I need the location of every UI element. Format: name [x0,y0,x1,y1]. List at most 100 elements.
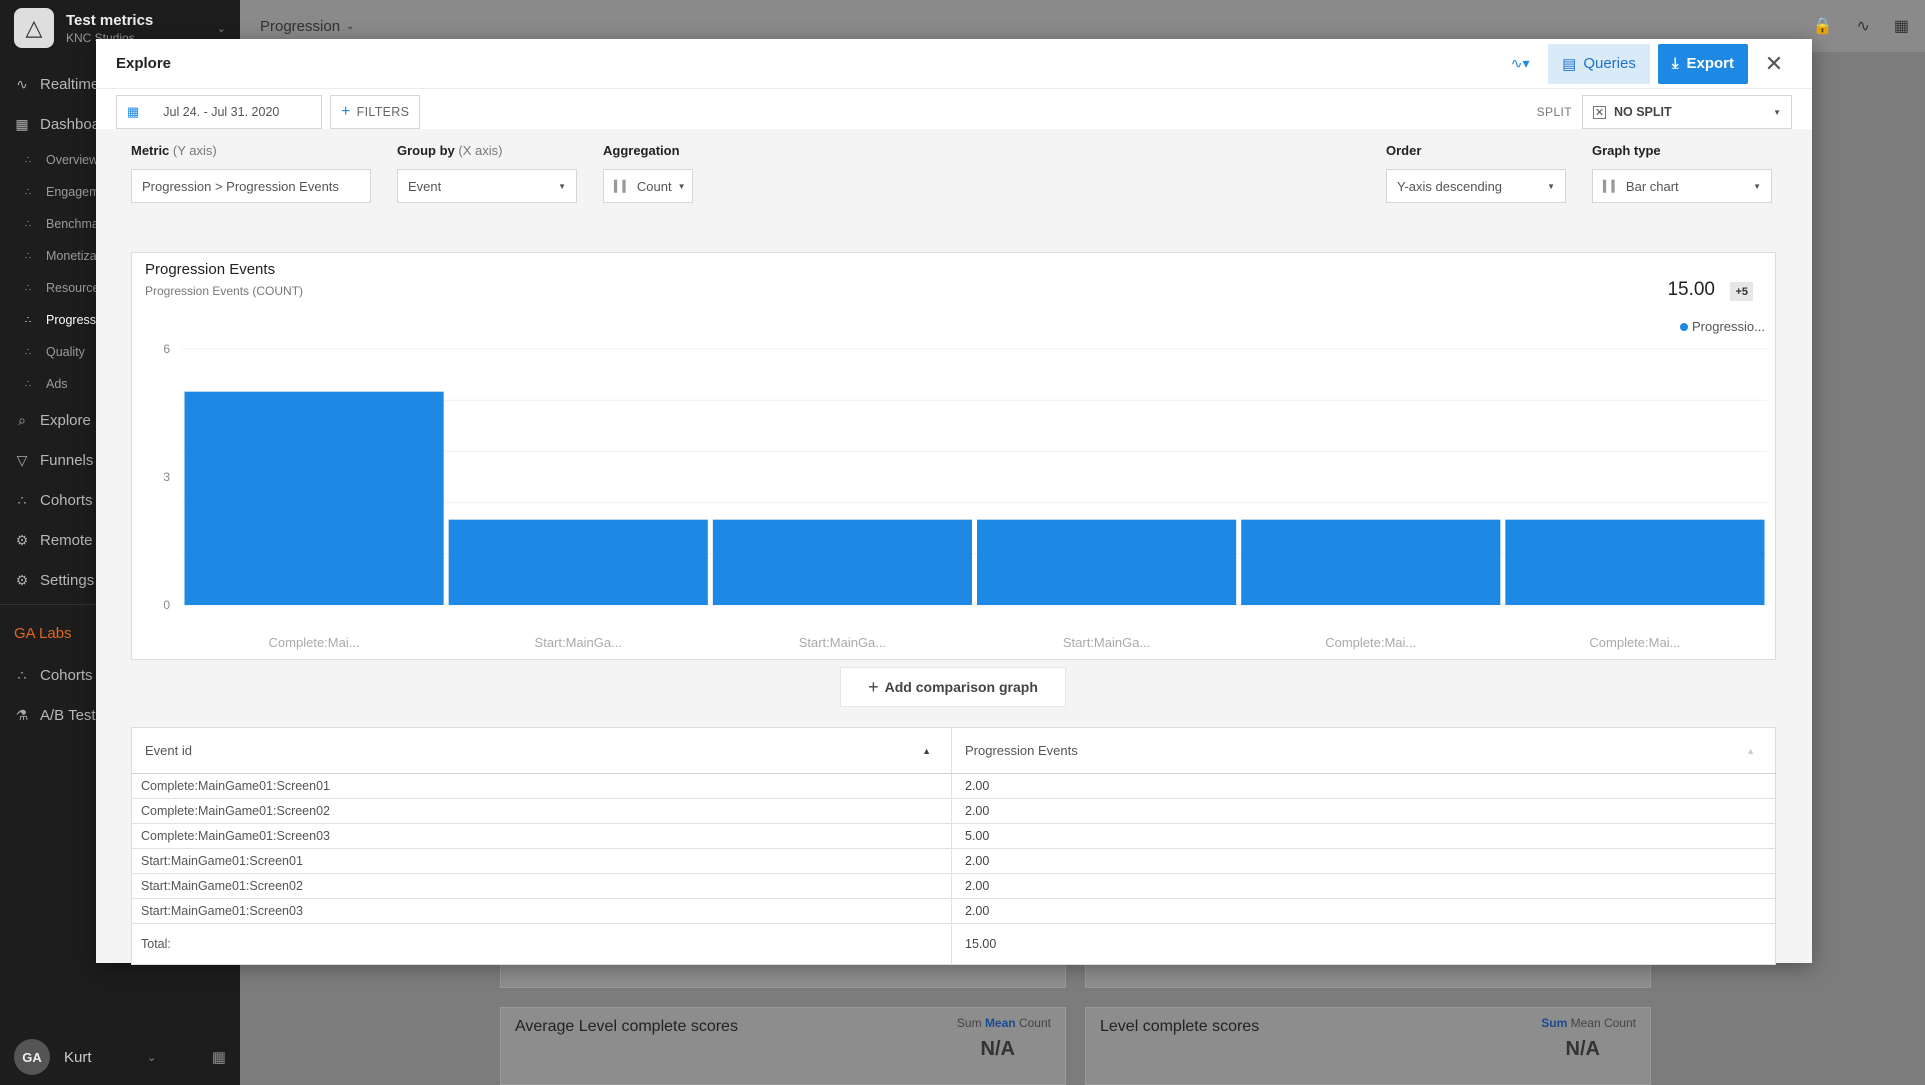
sidebar-subitem[interactable]: ∴ Overview [0,144,240,176]
value-cell: 2.00 [951,898,1776,924]
column-header-event-id[interactable]: Event id ▲ [131,727,952,774]
table-row[interactable]: Complete:MainGame01:Screen03 5.00 [131,823,1776,849]
queries-label: Queries [1583,55,1636,72]
dashboard-icon: ∴ [24,218,32,230]
sidebar-item[interactable]: ∴ Cohorts [0,655,240,695]
chart-badge[interactable]: +5 [1730,282,1753,301]
x-tick-label: Start:MainGa... [1063,635,1150,650]
metric-mean[interactable]: Mean [984,1016,1016,1030]
bg-card-level-scores: Level complete scores Sum Mean Count N/A [1085,1007,1651,1085]
export-button[interactable]: ⤓ Export [1657,43,1748,84]
metric-sum[interactable]: Sum [1541,1016,1568,1030]
graphtype-control: Graph type ▍▍ Bar chart ▼ [1592,143,1772,203]
table-row[interactable]: Start:MainGame01:Screen03 2.00 [131,898,1776,924]
bg-card-value: N/A [1565,1038,1600,1060]
metric-sum[interactable]: Sum [956,1016,982,1030]
sidebar-subitem[interactable]: ∴ Quality [0,336,240,368]
date-range-value: Jul 24. - Jul 31. 2020 [163,105,280,119]
x-tick-label: Start:MainGa... [799,635,886,650]
close-button[interactable]: ✕ [1756,46,1792,82]
sort-asc-icon: ▲ [922,746,931,756]
bg-card-avg-level-scores: Average Level complete scores Sum Mean C… [500,1007,1066,1085]
chevron-down-icon: ⌄ [216,22,226,35]
table-row[interactable]: Complete:MainGame01:Screen01 2.00 [131,773,1776,799]
metric-count[interactable]: Count [1603,1016,1636,1030]
sidebar-item[interactable]: ⚙ Settings [0,560,240,600]
trend-icon: ∿▾ [1510,55,1530,71]
page-title[interactable]: Progression [260,17,341,35]
chevron-down-icon: ⌄ [147,1051,157,1064]
bg-card-title: Level complete scores [1100,1018,1260,1035]
caret-down-icon: ▼ [677,181,686,191]
chart-card: 0 3 6 Complete:Mai... Start:MainGa... Start:M… [131,252,1776,660]
chart-legend[interactable]: Progressio... [1680,319,1765,334]
split-select[interactable]: ✕ NO SPLIT ▼ [1582,95,1792,129]
graphtype-select[interactable]: ▍▍ Bar chart ▼ [1592,169,1772,203]
order-select[interactable]: Y-axis descending ▼ [1386,169,1566,203]
filters-button[interactable]: + FILTERS [330,95,421,129]
bg-card-value: N/A [980,1038,1015,1060]
sidebar-item[interactable]: ∴ Cohorts [0,480,240,520]
chart-title: Progression Events [145,261,276,278]
groupby-label: Group by [397,143,455,158]
table-row[interactable]: Start:MainGame01:Screen02 2.00 [131,873,1776,899]
column-header-progression-events[interactable]: Progression Events ▲ [951,727,1776,774]
queries-button[interactable]: ▤ Queries [1548,43,1650,84]
bar-chart-icon: ▍▍ [1603,180,1620,193]
bar[interactable] [712,519,972,605]
dashboard-icon: ∴ [24,186,32,198]
metric-value: Progression > Progression Events [142,178,339,194]
aggregation-select[interactable]: ▍▍ Count ▼ [603,169,693,203]
sidebar-item-label: Funnels [40,451,94,469]
user-menu[interactable]: GA Kurt ⌄ ▦ [14,1039,226,1075]
export-label: Export [1686,55,1734,72]
sidebar-subitem[interactable]: ∴ Ads [0,368,240,400]
bar[interactable] [977,519,1237,605]
x-tick-label: Complete:Mai... [1325,635,1416,650]
layout-icon[interactable]: ▦ [1893,18,1909,35]
chart-options-icon[interactable]: ∿ [1856,18,1870,35]
groupby-select[interactable]: Event ▼ [397,169,577,203]
table-row[interactable]: Complete:MainGame01:Screen02 2.00 [131,798,1776,824]
sidebar-item-label: Cohorts [40,491,93,509]
bar[interactable] [1241,519,1501,605]
sidebar-subitem-label: Ads [46,377,68,391]
date-range-picker[interactable]: ▦ Jul 24. - Jul 31. 2020 [116,95,322,129]
chart-options-button[interactable]: ∿▾ [1500,46,1540,82]
event-id-cell: Start:MainGame01:Screen03 [131,898,952,924]
dashboard-icon: ∴ [24,282,32,294]
sidebar-subitem[interactable]: ∴ Resources [0,272,240,304]
bar[interactable] [448,519,708,605]
bar[interactable] [184,391,444,605]
metric-control: Metric (Y axis) Progression > Progressio… [131,143,371,203]
order-label: Order [1386,143,1422,158]
metric-input[interactable]: Progression > Progression Events [131,169,371,203]
project-switcher[interactable]: △ Test metrics KNC Studios ⌄ [0,0,240,56]
dashboard-icon: ∴ [24,154,32,166]
metric-mean[interactable]: Mean [1570,1016,1601,1030]
gear-icon: ⚙ [15,571,29,588]
table-row[interactable]: Start:MainGame01:Screen01 2.00 [131,848,1776,874]
dashboard-icon: ∴ [24,346,32,358]
explore-modal: Explore ∿▾ ▤ Queries ⤓ Export ✕ ▦ Jul 24… [96,39,1812,965]
groupby-axis-label: (X axis) [458,143,503,158]
sidebar-item[interactable]: ∿ Realtime [0,64,240,104]
x-tick-label: Complete:Mai... [269,635,360,650]
sidebar-item[interactable]: ▽ Funnels [0,440,240,480]
bar[interactable] [1505,519,1765,605]
dashboard-icon: ∴ [24,250,32,262]
metric-count[interactable]: Count [1018,1016,1051,1030]
lock-icon[interactable]: 🔒 [1812,18,1833,35]
column-header-label: Progression Events [965,743,1078,758]
calendar-icon: ▦ [127,104,140,119]
pulse-icon: ∿ [16,75,28,92]
sidebar-item[interactable]: ⌕ Explore [0,400,240,440]
add-comparison-graph-button[interactable]: + Add comparison graph [840,667,1066,707]
gamepad-icon: △ [14,8,54,48]
total-value: 15.00 [951,923,1776,965]
filters-label: FILTERS [356,105,410,119]
collapse-sidebar-icon[interactable]: ▦ [211,1049,226,1066]
close-icon: ✕ [1593,105,1606,119]
download-icon: ⤓ [1671,55,1679,72]
sidebar-item-label: Cohorts [40,666,93,684]
